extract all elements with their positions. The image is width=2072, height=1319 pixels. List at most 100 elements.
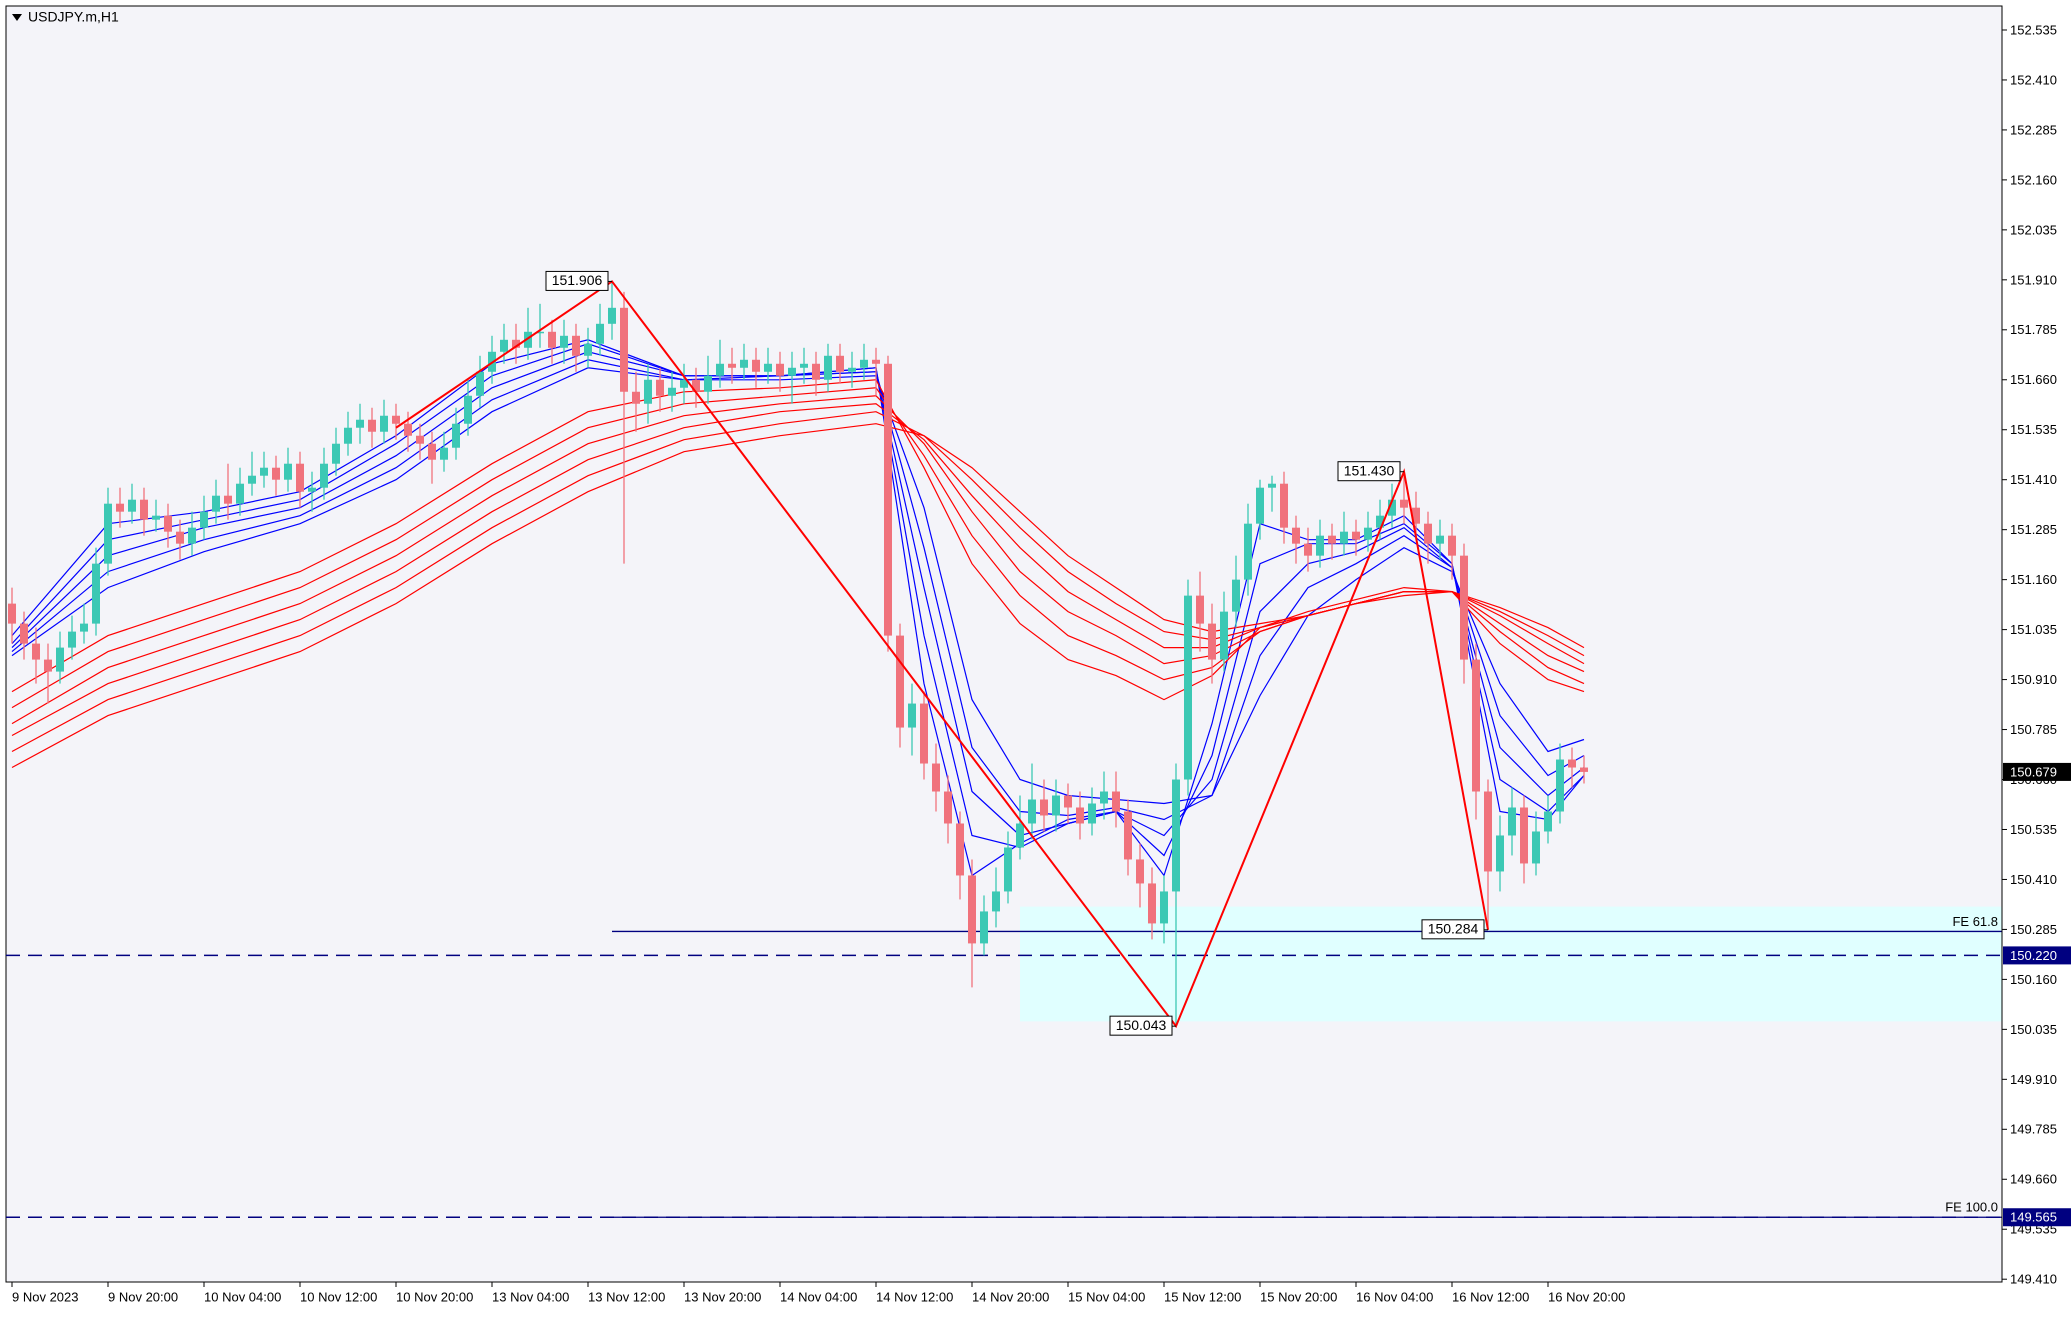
candle-body bbox=[908, 703, 916, 728]
candle-body bbox=[572, 335, 580, 356]
candle-body bbox=[1556, 759, 1564, 812]
y-tick-label: 150.410 bbox=[2010, 872, 2057, 887]
candle-body bbox=[320, 463, 328, 488]
candle-body bbox=[1424, 523, 1432, 544]
y-tick-label: 149.910 bbox=[2010, 1072, 2057, 1087]
candle-body bbox=[1088, 803, 1096, 824]
y-tick-label: 151.535 bbox=[2010, 422, 2057, 437]
candle-body bbox=[872, 359, 880, 364]
candle-body bbox=[1364, 527, 1372, 540]
candle-body bbox=[92, 563, 100, 624]
x-tick-label: 14 Nov 04:00 bbox=[780, 1289, 857, 1304]
candle-body bbox=[596, 323, 604, 344]
y-tick-label: 150.785 bbox=[2010, 722, 2057, 737]
candle-body bbox=[428, 443, 436, 460]
candle-body bbox=[476, 371, 484, 396]
candle-body bbox=[152, 515, 160, 520]
y-tick-label: 151.035 bbox=[2010, 622, 2057, 637]
fibo-label: FE 100.0 bbox=[1945, 1200, 1998, 1215]
candle-body bbox=[884, 363, 892, 636]
candle-body bbox=[1448, 535, 1456, 556]
candle-body bbox=[224, 495, 232, 504]
chart-title: USDJPY.m,H1 bbox=[28, 9, 119, 25]
y-tick-label: 152.035 bbox=[2010, 222, 2057, 237]
candle-body bbox=[212, 495, 220, 512]
x-tick-label: 15 Nov 12:00 bbox=[1164, 1289, 1241, 1304]
candle-body bbox=[1076, 807, 1084, 824]
candle-body bbox=[1508, 807, 1516, 836]
candle-body bbox=[656, 379, 664, 396]
x-tick-label: 10 Nov 20:00 bbox=[396, 1289, 473, 1304]
candle-body bbox=[728, 363, 736, 368]
candle-body bbox=[164, 515, 172, 532]
candle-body bbox=[920, 703, 928, 764]
candle-body bbox=[1172, 779, 1180, 892]
x-tick-label: 15 Nov 04:00 bbox=[1068, 1289, 1145, 1304]
x-tick-label: 13 Nov 04:00 bbox=[492, 1289, 569, 1304]
candle-body bbox=[992, 891, 1000, 912]
candle-body bbox=[464, 395, 472, 424]
candle-body bbox=[776, 363, 784, 376]
candle-body bbox=[1208, 623, 1216, 660]
y-tick-label: 150.160 bbox=[2010, 972, 2057, 987]
y-tick-label: 150.910 bbox=[2010, 672, 2057, 687]
candle-body bbox=[500, 339, 508, 352]
candle-body bbox=[344, 427, 352, 444]
pivot-label: 150.043 bbox=[1116, 1017, 1167, 1033]
candle-body bbox=[644, 379, 652, 404]
candle-body bbox=[560, 335, 568, 348]
x-tick-label: 14 Nov 20:00 bbox=[972, 1289, 1049, 1304]
candle-body bbox=[740, 359, 748, 368]
fibo-label: FE 61.8 bbox=[1952, 914, 1998, 929]
y-tick-label: 152.160 bbox=[2010, 172, 2057, 187]
candle-body bbox=[764, 363, 772, 372]
candle-body bbox=[800, 363, 808, 368]
x-tick-label: 15 Nov 20:00 bbox=[1260, 1289, 1337, 1304]
y-tick-label: 150.535 bbox=[2010, 822, 2057, 837]
y-tick-label: 149.410 bbox=[2010, 1272, 2057, 1287]
candle-body bbox=[680, 379, 688, 388]
plot-layer: FE 61.8 FE 100.0 151.906 150.043 151.430 150.… bbox=[6, 270, 2002, 1218]
candle-body bbox=[1496, 835, 1504, 872]
candle-body bbox=[704, 375, 712, 392]
pivot-label: 150.284 bbox=[1428, 921, 1479, 937]
candle-body bbox=[1532, 831, 1540, 864]
candle-body bbox=[1472, 659, 1480, 792]
moving-average bbox=[11, 423, 1585, 769]
candle-body bbox=[1436, 535, 1444, 544]
candle-body bbox=[1016, 823, 1024, 848]
candle-body bbox=[1340, 531, 1348, 544]
candle-body bbox=[1244, 523, 1252, 580]
candle-body bbox=[1580, 767, 1588, 772]
current-price-tag bbox=[2003, 762, 2071, 781]
candle-body bbox=[1460, 555, 1468, 660]
candle-body bbox=[392, 415, 400, 424]
y-tick-label: 151.160 bbox=[2010, 572, 2057, 587]
level-tag-label: 149.565 bbox=[2010, 1210, 2057, 1225]
candle-body bbox=[716, 363, 724, 376]
level-tag-label: 150.220 bbox=[2010, 948, 2057, 963]
candle-body bbox=[380, 415, 388, 432]
candle-body bbox=[8, 603, 16, 624]
candle-body bbox=[1568, 759, 1576, 768]
candle-body bbox=[272, 467, 280, 480]
candle-body bbox=[608, 307, 616, 324]
y-tick-label: 149.660 bbox=[2010, 1172, 2057, 1187]
y-tick-label: 152.285 bbox=[2010, 122, 2057, 137]
candle-body bbox=[956, 823, 964, 876]
candle-body bbox=[440, 447, 448, 460]
candle-body bbox=[536, 331, 544, 334]
x-tick-label: 13 Nov 12:00 bbox=[588, 1289, 665, 1304]
y-tick-label: 152.410 bbox=[2010, 72, 2057, 87]
candle-body bbox=[620, 307, 628, 392]
candle-body bbox=[1124, 811, 1132, 860]
candle-body bbox=[1028, 799, 1036, 824]
candle-body bbox=[20, 623, 28, 644]
candle-body bbox=[1112, 791, 1120, 812]
level-tag bbox=[2003, 1208, 2071, 1227]
moving-average bbox=[11, 367, 1585, 805]
candle-body bbox=[632, 391, 640, 404]
candle-body bbox=[860, 359, 868, 368]
candle-body bbox=[752, 359, 760, 372]
